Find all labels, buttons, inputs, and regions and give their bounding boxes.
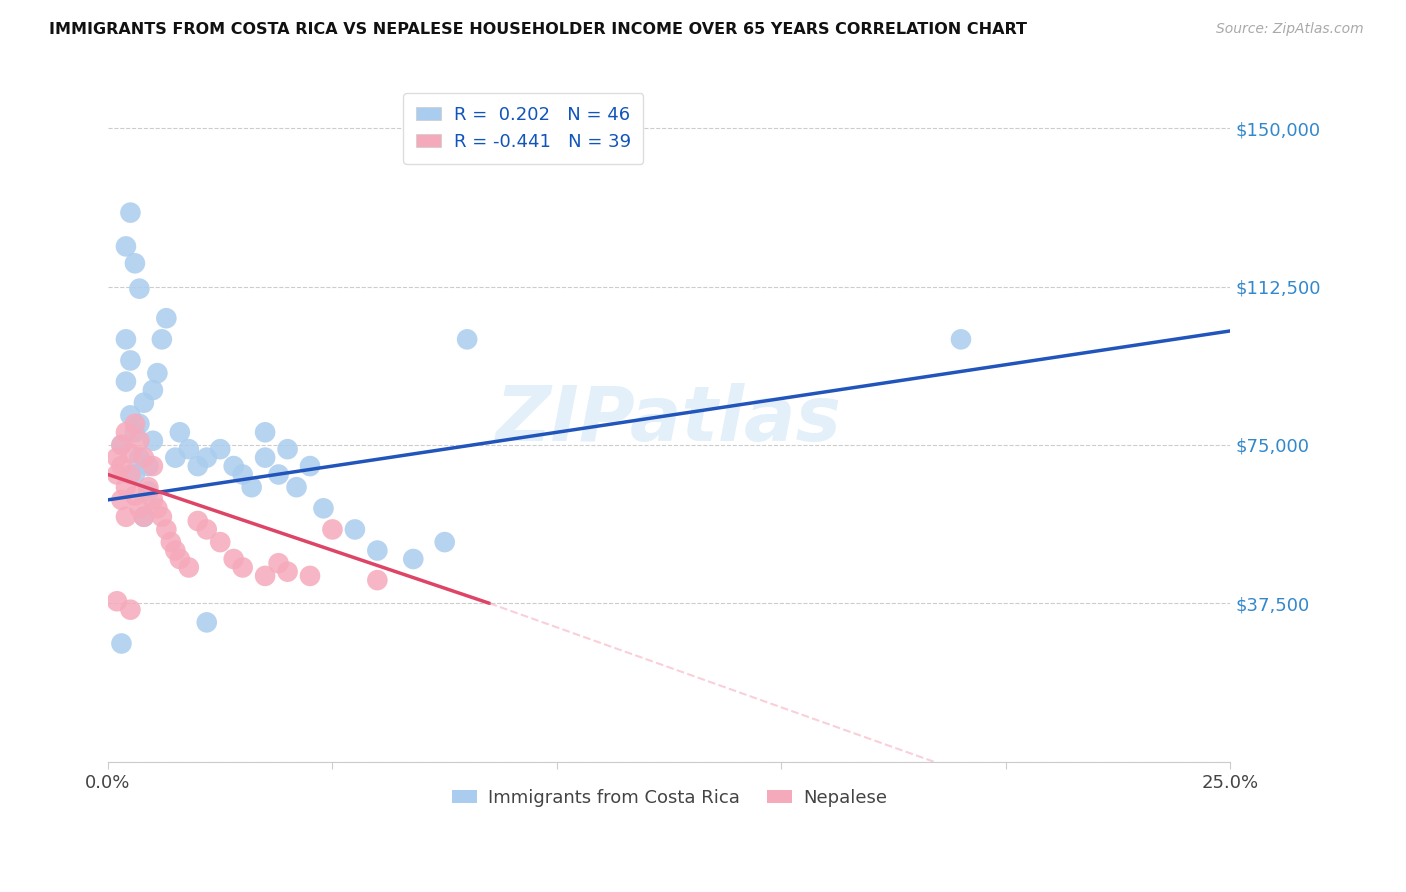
Point [433, 535, 456, 549]
Point [105, 467, 128, 482]
Point [128, 417, 150, 431]
Point [254, 450, 277, 465]
Point [254, 425, 277, 440]
Point [138, 480, 160, 494]
Point [160, 535, 183, 549]
Point [402, 552, 425, 566]
Point [209, 535, 232, 549]
Point [124, 489, 146, 503]
Point [120, 603, 142, 617]
Point [195, 450, 218, 465]
Point [146, 501, 169, 516]
Point [138, 484, 160, 499]
Point [132, 395, 155, 409]
Point [209, 442, 232, 457]
Point [240, 480, 263, 494]
Point [177, 560, 200, 574]
Point [142, 459, 165, 474]
Point [312, 501, 335, 516]
Point [128, 434, 150, 448]
Point [321, 523, 343, 537]
Point [115, 375, 138, 389]
Point [298, 459, 321, 474]
Point [120, 446, 142, 460]
Point [142, 383, 165, 397]
Point [115, 509, 138, 524]
Point [267, 556, 290, 570]
Point [165, 543, 187, 558]
Legend: Immigrants from Costa Rica, Nepalese: Immigrants from Costa Rica, Nepalese [444, 782, 894, 814]
Point [232, 467, 254, 482]
Point [298, 569, 321, 583]
Point [232, 560, 254, 574]
Point [128, 501, 150, 516]
Point [110, 459, 132, 474]
Point [165, 450, 187, 465]
Point [110, 438, 132, 452]
Point [132, 450, 155, 465]
Point [222, 459, 245, 474]
Point [155, 523, 177, 537]
Point [277, 565, 299, 579]
Point [120, 409, 142, 423]
Point [105, 594, 128, 608]
Text: IMMIGRANTS FROM COSTA RICA VS NEPALESE HOUSEHOLDER INCOME OVER 65 YEARS CORRELAT: IMMIGRANTS FROM COSTA RICA VS NEPALESE H… [49, 22, 1028, 37]
Point [115, 239, 138, 253]
Point [115, 425, 138, 440]
Point [949, 332, 972, 346]
Point [150, 332, 173, 346]
Point [177, 442, 200, 457]
Point [110, 636, 132, 650]
Point [155, 311, 177, 326]
Point [120, 205, 142, 219]
Point [187, 514, 209, 528]
Point [115, 332, 138, 346]
Point [124, 256, 146, 270]
Point [110, 438, 132, 452]
Point [138, 459, 160, 474]
Point [115, 480, 138, 494]
Point [146, 366, 169, 380]
Point [110, 492, 132, 507]
Point [277, 442, 299, 457]
Text: ZIPatlas: ZIPatlas [496, 383, 842, 457]
Point [254, 569, 277, 583]
Point [366, 543, 388, 558]
Text: Source: ZipAtlas.com: Source: ZipAtlas.com [1216, 22, 1364, 37]
Point [120, 353, 142, 368]
Point [132, 509, 155, 524]
Point [366, 573, 388, 587]
Point [128, 450, 150, 465]
Point [120, 467, 142, 482]
Point [343, 523, 366, 537]
Point [195, 523, 218, 537]
Point [124, 417, 146, 431]
Point [285, 480, 308, 494]
Point [222, 552, 245, 566]
Point [142, 434, 165, 448]
Point [195, 615, 218, 630]
Point [124, 467, 146, 482]
Point [169, 425, 191, 440]
Point [128, 282, 150, 296]
Point [142, 492, 165, 507]
Point [132, 509, 155, 524]
Point [105, 450, 128, 465]
Point [124, 425, 146, 440]
Point [150, 509, 173, 524]
Point [169, 552, 191, 566]
Point [267, 467, 290, 482]
Point [187, 459, 209, 474]
Point [456, 332, 478, 346]
